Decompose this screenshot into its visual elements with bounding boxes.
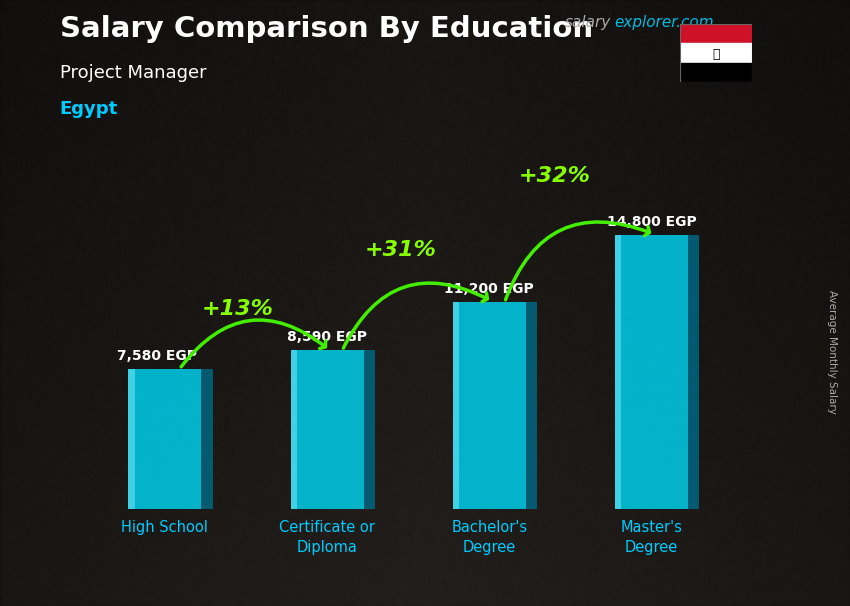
Polygon shape — [688, 235, 700, 509]
Polygon shape — [291, 350, 298, 509]
Polygon shape — [128, 368, 135, 509]
Text: Salary Comparison By Education: Salary Comparison By Education — [60, 15, 592, 43]
Bar — [453, 302, 526, 509]
Text: salary: salary — [565, 15, 611, 30]
Bar — [615, 235, 688, 509]
Text: 🦅: 🦅 — [712, 48, 720, 61]
Polygon shape — [615, 235, 621, 509]
Text: 14,800 EGP: 14,800 EGP — [607, 216, 696, 230]
Polygon shape — [364, 350, 375, 509]
Text: 8,590 EGP: 8,590 EGP — [287, 330, 367, 344]
Bar — [128, 368, 201, 509]
Text: Project Manager: Project Manager — [60, 64, 206, 82]
Text: +13%: +13% — [202, 299, 274, 319]
Text: Average Monthly Salary: Average Monthly Salary — [827, 290, 837, 413]
Text: 7,580 EGP: 7,580 EGP — [116, 349, 197, 363]
Text: +31%: +31% — [364, 240, 436, 260]
Polygon shape — [453, 302, 459, 509]
Text: explorer.com: explorer.com — [615, 15, 714, 30]
Text: +32%: +32% — [518, 165, 590, 186]
Polygon shape — [201, 368, 212, 509]
Bar — [291, 350, 364, 509]
Bar — [680, 24, 752, 44]
Polygon shape — [526, 302, 537, 509]
Bar — [680, 44, 752, 62]
Bar — [680, 62, 752, 82]
Text: Egypt: Egypt — [60, 100, 118, 118]
Text: 11,200 EGP: 11,200 EGP — [445, 282, 534, 296]
